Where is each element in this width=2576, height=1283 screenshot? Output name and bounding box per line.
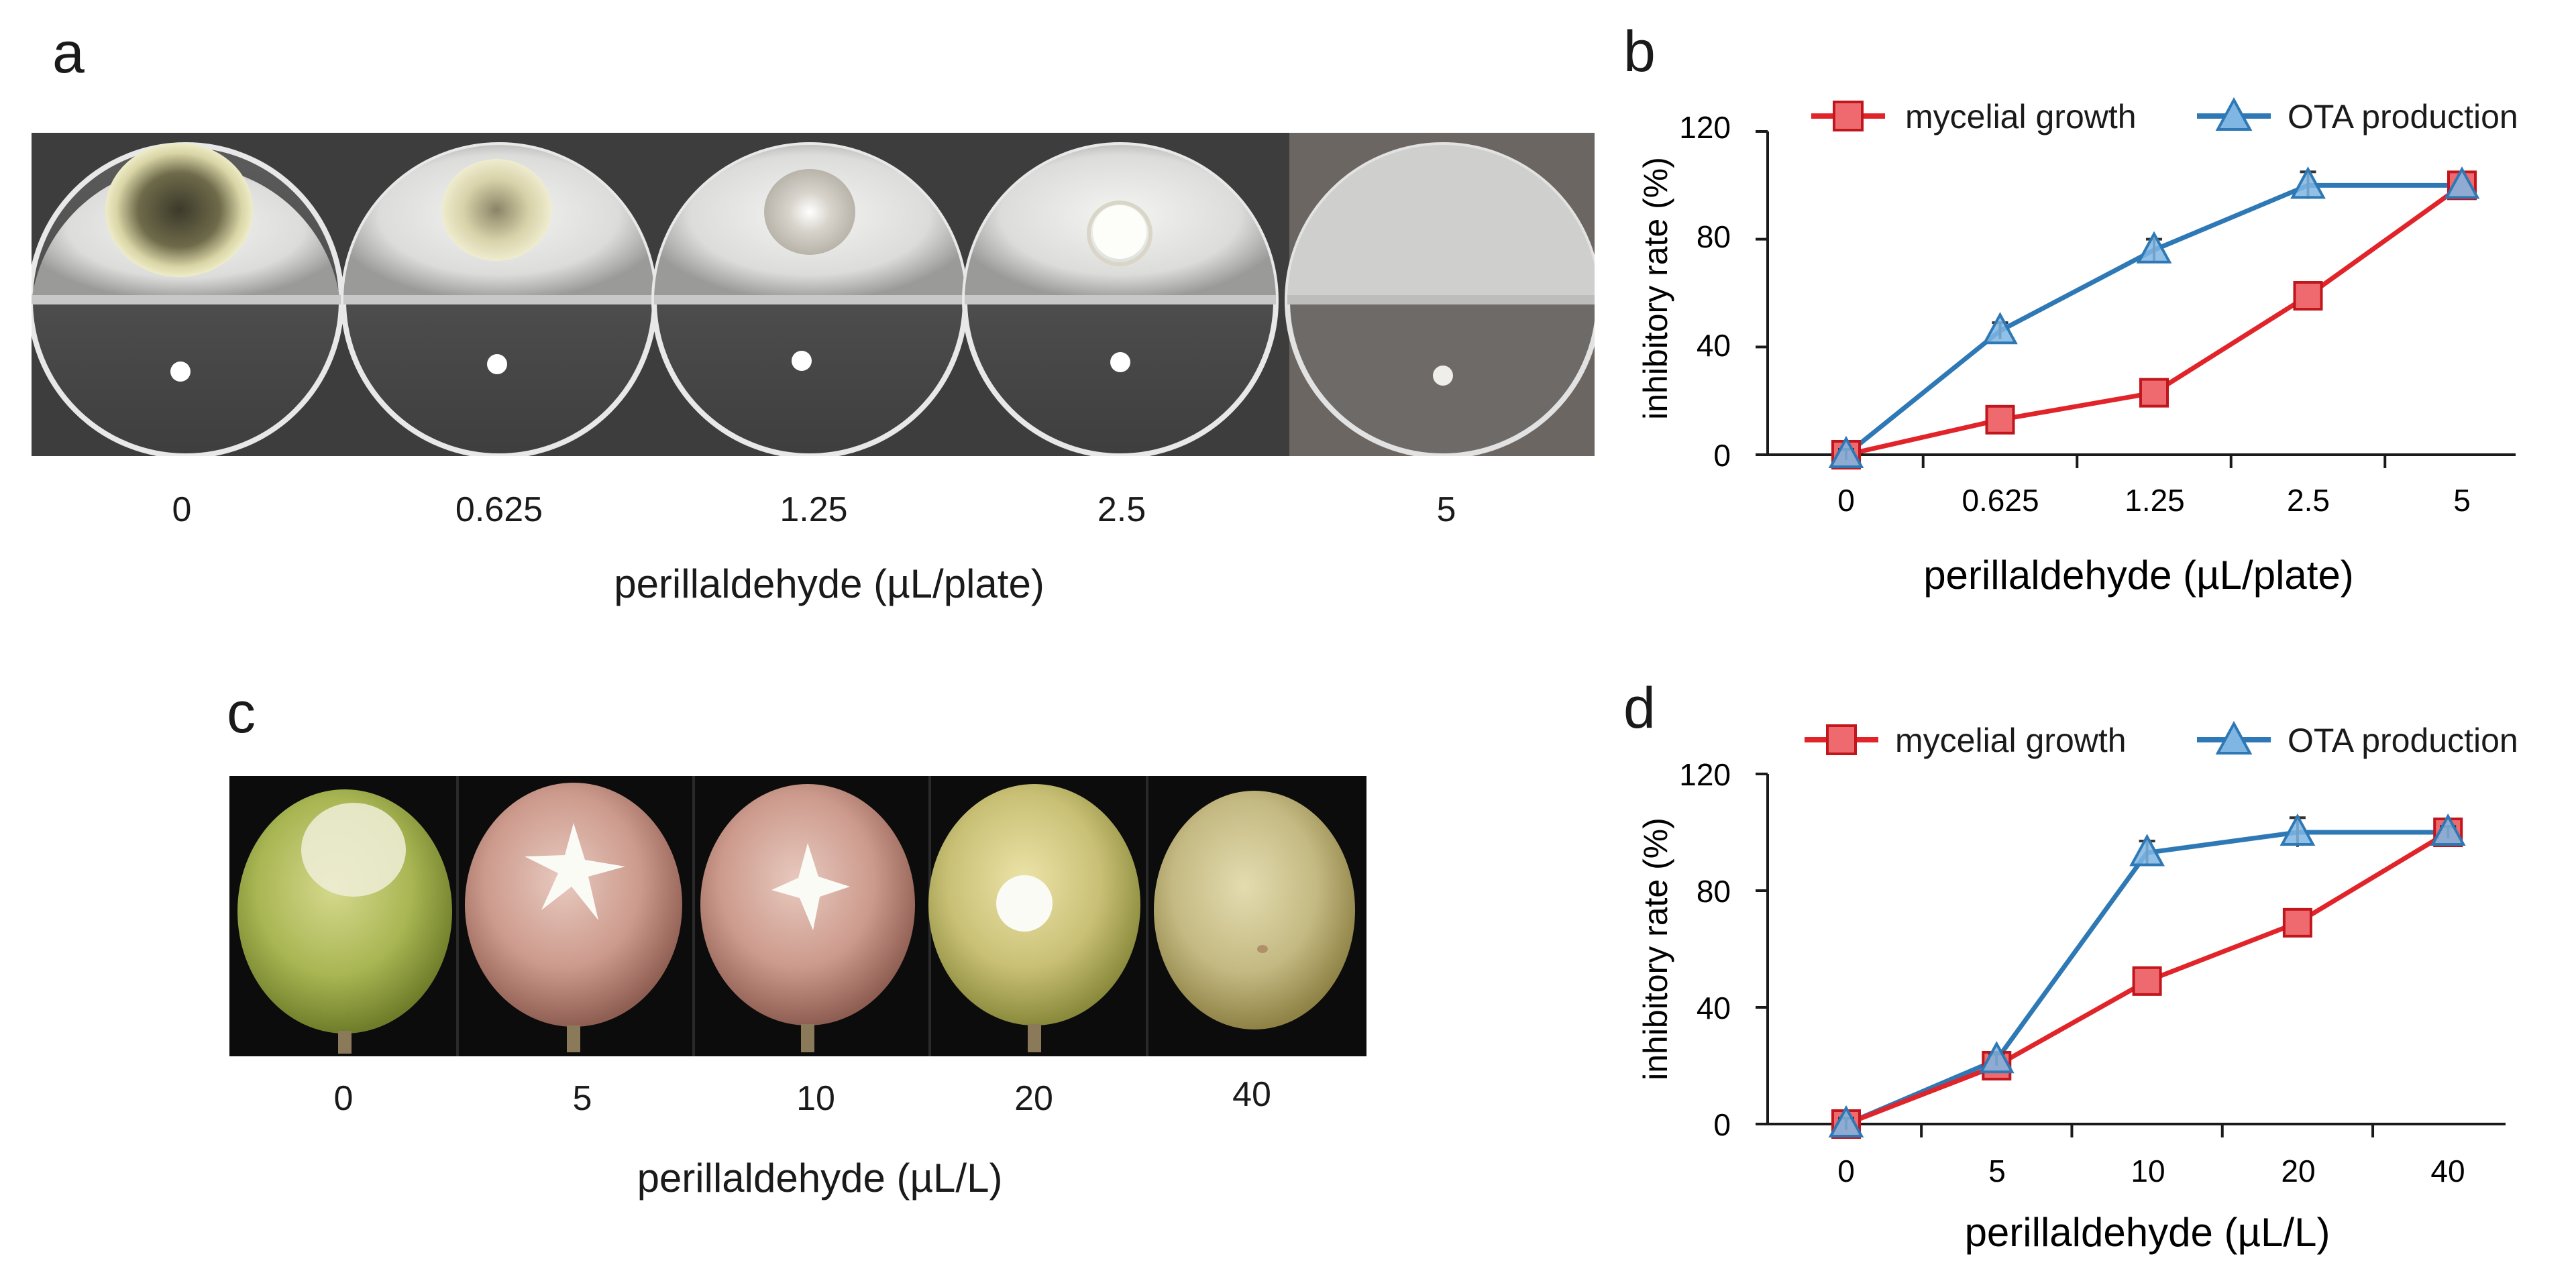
legend-ota-label: OTA production [2288,722,2518,759]
chart-d-ytick-labels: 0 40 80 120 [1679,757,1731,1142]
xtick-label: 5 [1988,1154,2006,1188]
chart-marks [1756,773,2506,1139]
grape-dose-label: 20 [1014,1079,1053,1118]
ytick-label: 120 [1679,110,1731,145]
petri-plate-0 [32,142,344,456]
mycelial-data-point [1982,1051,2012,1080]
mycelial-data-point [2447,170,2477,201]
ota-data-point [2136,231,2172,264]
petri-plate-25 [962,142,1279,456]
grape-dose-label: 10 [796,1079,835,1118]
ytick-label: 40 [1697,328,1731,363]
xtick-label: 0 [1837,1154,1855,1188]
panel-label-a: a [52,21,85,85]
ota-data-point [2290,166,2326,199]
mycelial-data-point [2282,907,2312,938]
ytick-label: 120 [1679,757,1731,792]
legend-mycelial-label: mycelial growth [1905,98,2137,135]
chart-d-ylabel: inhibitory rate (%) [1637,818,1674,1080]
plate-dose-label: 0 [172,490,192,529]
xtick-label: 5 [2453,483,2471,518]
ytick-label: 40 [1697,991,1731,1025]
mycelial-data-point [2132,966,2162,996]
grape-5 [465,783,682,1052]
ota-data-point [1978,1041,2015,1074]
grape-10 [700,784,915,1052]
grape-dose-label: 0 [333,1079,354,1118]
legend-mycelial-marker [1833,101,1864,131]
xtick-label: 0.625 [1962,483,2039,518]
mycelial-data-point [1831,440,1861,469]
ota-data-point [1982,312,2018,345]
ota-data-point [2129,834,2165,867]
plate-dose-label: 2.5 [1097,490,1146,529]
ota-data-point [2444,166,2480,199]
grape-photo [229,776,1366,1056]
grape-dose-label: 5 [572,1079,592,1118]
OTA-production-series-line [1844,182,2462,457]
legend-ota-label: OTA production [2288,98,2518,135]
ytick-label: 0 [1713,438,1731,473]
petri-plate-0625 [341,142,657,456]
legend-mycelial-marker [1826,724,1857,755]
ytick-label: 80 [1697,219,1731,254]
mycelial-growth-series-line [1845,830,2450,1127]
legend-mycelial-label: mycelial growth [1895,722,2127,759]
chart-d-legend: mycelial growth OTA production [1805,720,2518,759]
OTA-production-series-line [1845,830,2449,1127]
grape-dose-label: 40 [1232,1075,1271,1114]
ota-data-point [1828,1105,1864,1137]
petri-plate-5 [1285,142,1595,456]
grape-0 [237,789,452,1054]
chart-b-ylabel: inhibitory rate (%) [1637,157,1674,420]
ytick-label: 0 [1713,1107,1731,1142]
panel-label-b: b [1623,19,1656,84]
mycelial-data-point [1831,1109,1861,1139]
ytick-label: 80 [1697,874,1731,909]
chart-d-xtick-labels: 0 5 10 20 40 [1837,1154,2465,1188]
xtick-label: 40 [2430,1154,2465,1188]
petri-plate-photo [32,133,1595,456]
grape-40 [1154,791,1355,1029]
chart-b-xtick-labels: 0 0.625 1.25 2.5 5 [1837,483,2471,518]
mycelial-growth-series-line [1845,183,2464,457]
plate-dose-label: 0.625 [455,490,543,529]
xtick-label: 0 [1837,483,1855,518]
chart-b-legend: mycelial growth OTA production [1811,97,2518,135]
xtick-label: 20 [2281,1154,2315,1188]
panel-c-axis-title: perillaldehyde (µL/L) [637,1156,1003,1201]
panel-label-d: d [1623,676,1656,740]
mycelial-data-point [1985,404,2015,435]
panel-a-axis-title: perillaldehyde (µL/plate) [614,561,1044,606]
ota-data-point [1828,435,1864,468]
plate-dose-label: 1.25 [780,490,848,529]
xtick-label: 1.25 [2125,483,2185,518]
plate-dose-label: 5 [1436,490,1456,529]
chart-b-ytick-labels: 0 40 80 120 [1679,110,1731,473]
legend-ota-marker [2215,720,2253,755]
petri-plate-125 [651,142,968,456]
chart-marks [1756,130,2516,469]
grape-20 [928,784,1140,1052]
chart-b-xlabel: perillaldehyde (µL/plate) [1923,553,2354,598]
xtick-label: 2.5 [2287,483,2330,518]
ota-data-point [2279,813,2316,846]
mycelial-data-point [2139,378,2169,408]
mycelial-data-point [2293,281,2323,311]
mycelial-data-point [2433,818,2463,847]
legend-ota-marker [2215,97,2253,131]
panel-label-c: c [227,681,256,745]
xtick-label: 10 [2131,1154,2165,1188]
ota-data-point [2430,813,2466,846]
chart-d-xlabel: perillaldehyde (µL/L) [1965,1210,2330,1255]
